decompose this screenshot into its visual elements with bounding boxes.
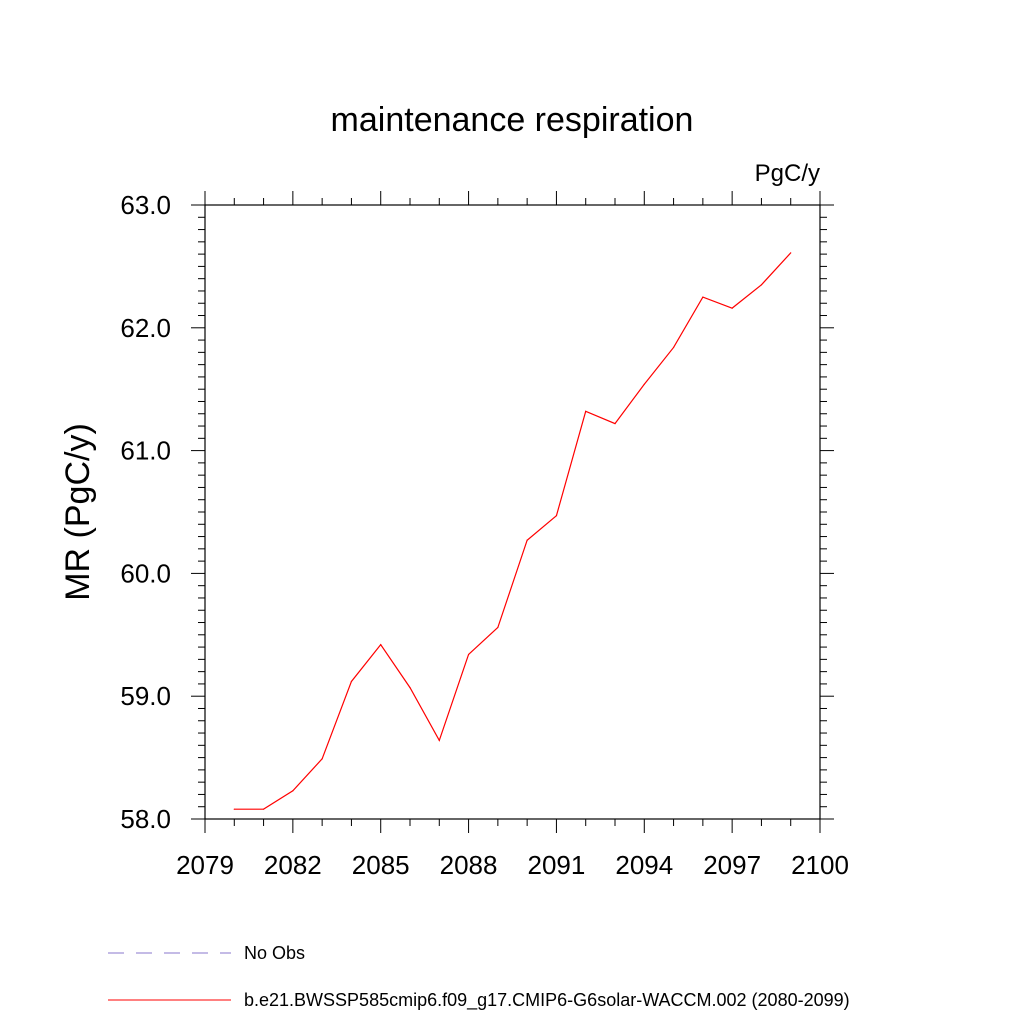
y-tick-label: 63.0	[120, 190, 171, 220]
series-line	[234, 252, 792, 810]
data-point	[350, 680, 353, 683]
legend-no-obs-label: No Obs	[244, 943, 305, 963]
data-point	[409, 687, 411, 689]
y-tick-label: 62.0	[120, 313, 171, 343]
data-point	[380, 644, 382, 646]
data-point	[790, 252, 792, 254]
x-tick-label: 2082	[264, 850, 322, 880]
data-point	[555, 515, 558, 517]
data-point	[672, 346, 675, 349]
data-point	[526, 539, 528, 541]
data-point	[467, 653, 470, 656]
data-point	[497, 626, 499, 629]
data-point	[614, 422, 616, 425]
x-tick-label: 2088	[440, 850, 498, 880]
data-point	[321, 758, 323, 760]
data-point	[731, 307, 733, 309]
units-label: PgC/y	[755, 160, 820, 187]
x-tick-label: 2085	[352, 850, 410, 880]
series-layer	[233, 252, 792, 810]
x-tick-label: 2091	[528, 850, 586, 880]
y-axis-label: MR (PgC/y)	[59, 423, 97, 601]
y-tick-label: 60.0	[120, 558, 171, 588]
tick-labels: 2079 2082 2085 2088 2091 2094 2097 2100 58.0 59.0…	[120, 190, 849, 880]
y-tick-label: 59.0	[120, 681, 171, 711]
plot-frame	[204, 204, 821, 820]
x-tick-label: 2094	[615, 850, 673, 880]
x-tick-label: 2100	[791, 850, 849, 880]
data-point	[585, 410, 587, 412]
data-point	[262, 808, 265, 810]
x-tick-label: 2097	[703, 850, 761, 880]
data-point	[438, 739, 440, 742]
data-point	[760, 284, 763, 286]
data-point	[702, 296, 704, 298]
data-point	[643, 383, 645, 385]
data-point	[233, 808, 235, 810]
legend: No Obs b.e21.BWSSP585cmip6.f09_g17.CMIP6…	[108, 943, 850, 1011]
y-tick-label: 58.0	[120, 804, 171, 834]
y-tick-label: 61.0	[120, 436, 171, 466]
x-tick-label: 2079	[176, 850, 234, 880]
axis-ticks	[191, 191, 834, 833]
data-point	[292, 790, 294, 792]
legend-model-label: b.e21.BWSSP585cmip6.f09_g17.CMIP6-G6sola…	[244, 990, 850, 1011]
chart-title: maintenance respiration	[331, 101, 694, 139]
